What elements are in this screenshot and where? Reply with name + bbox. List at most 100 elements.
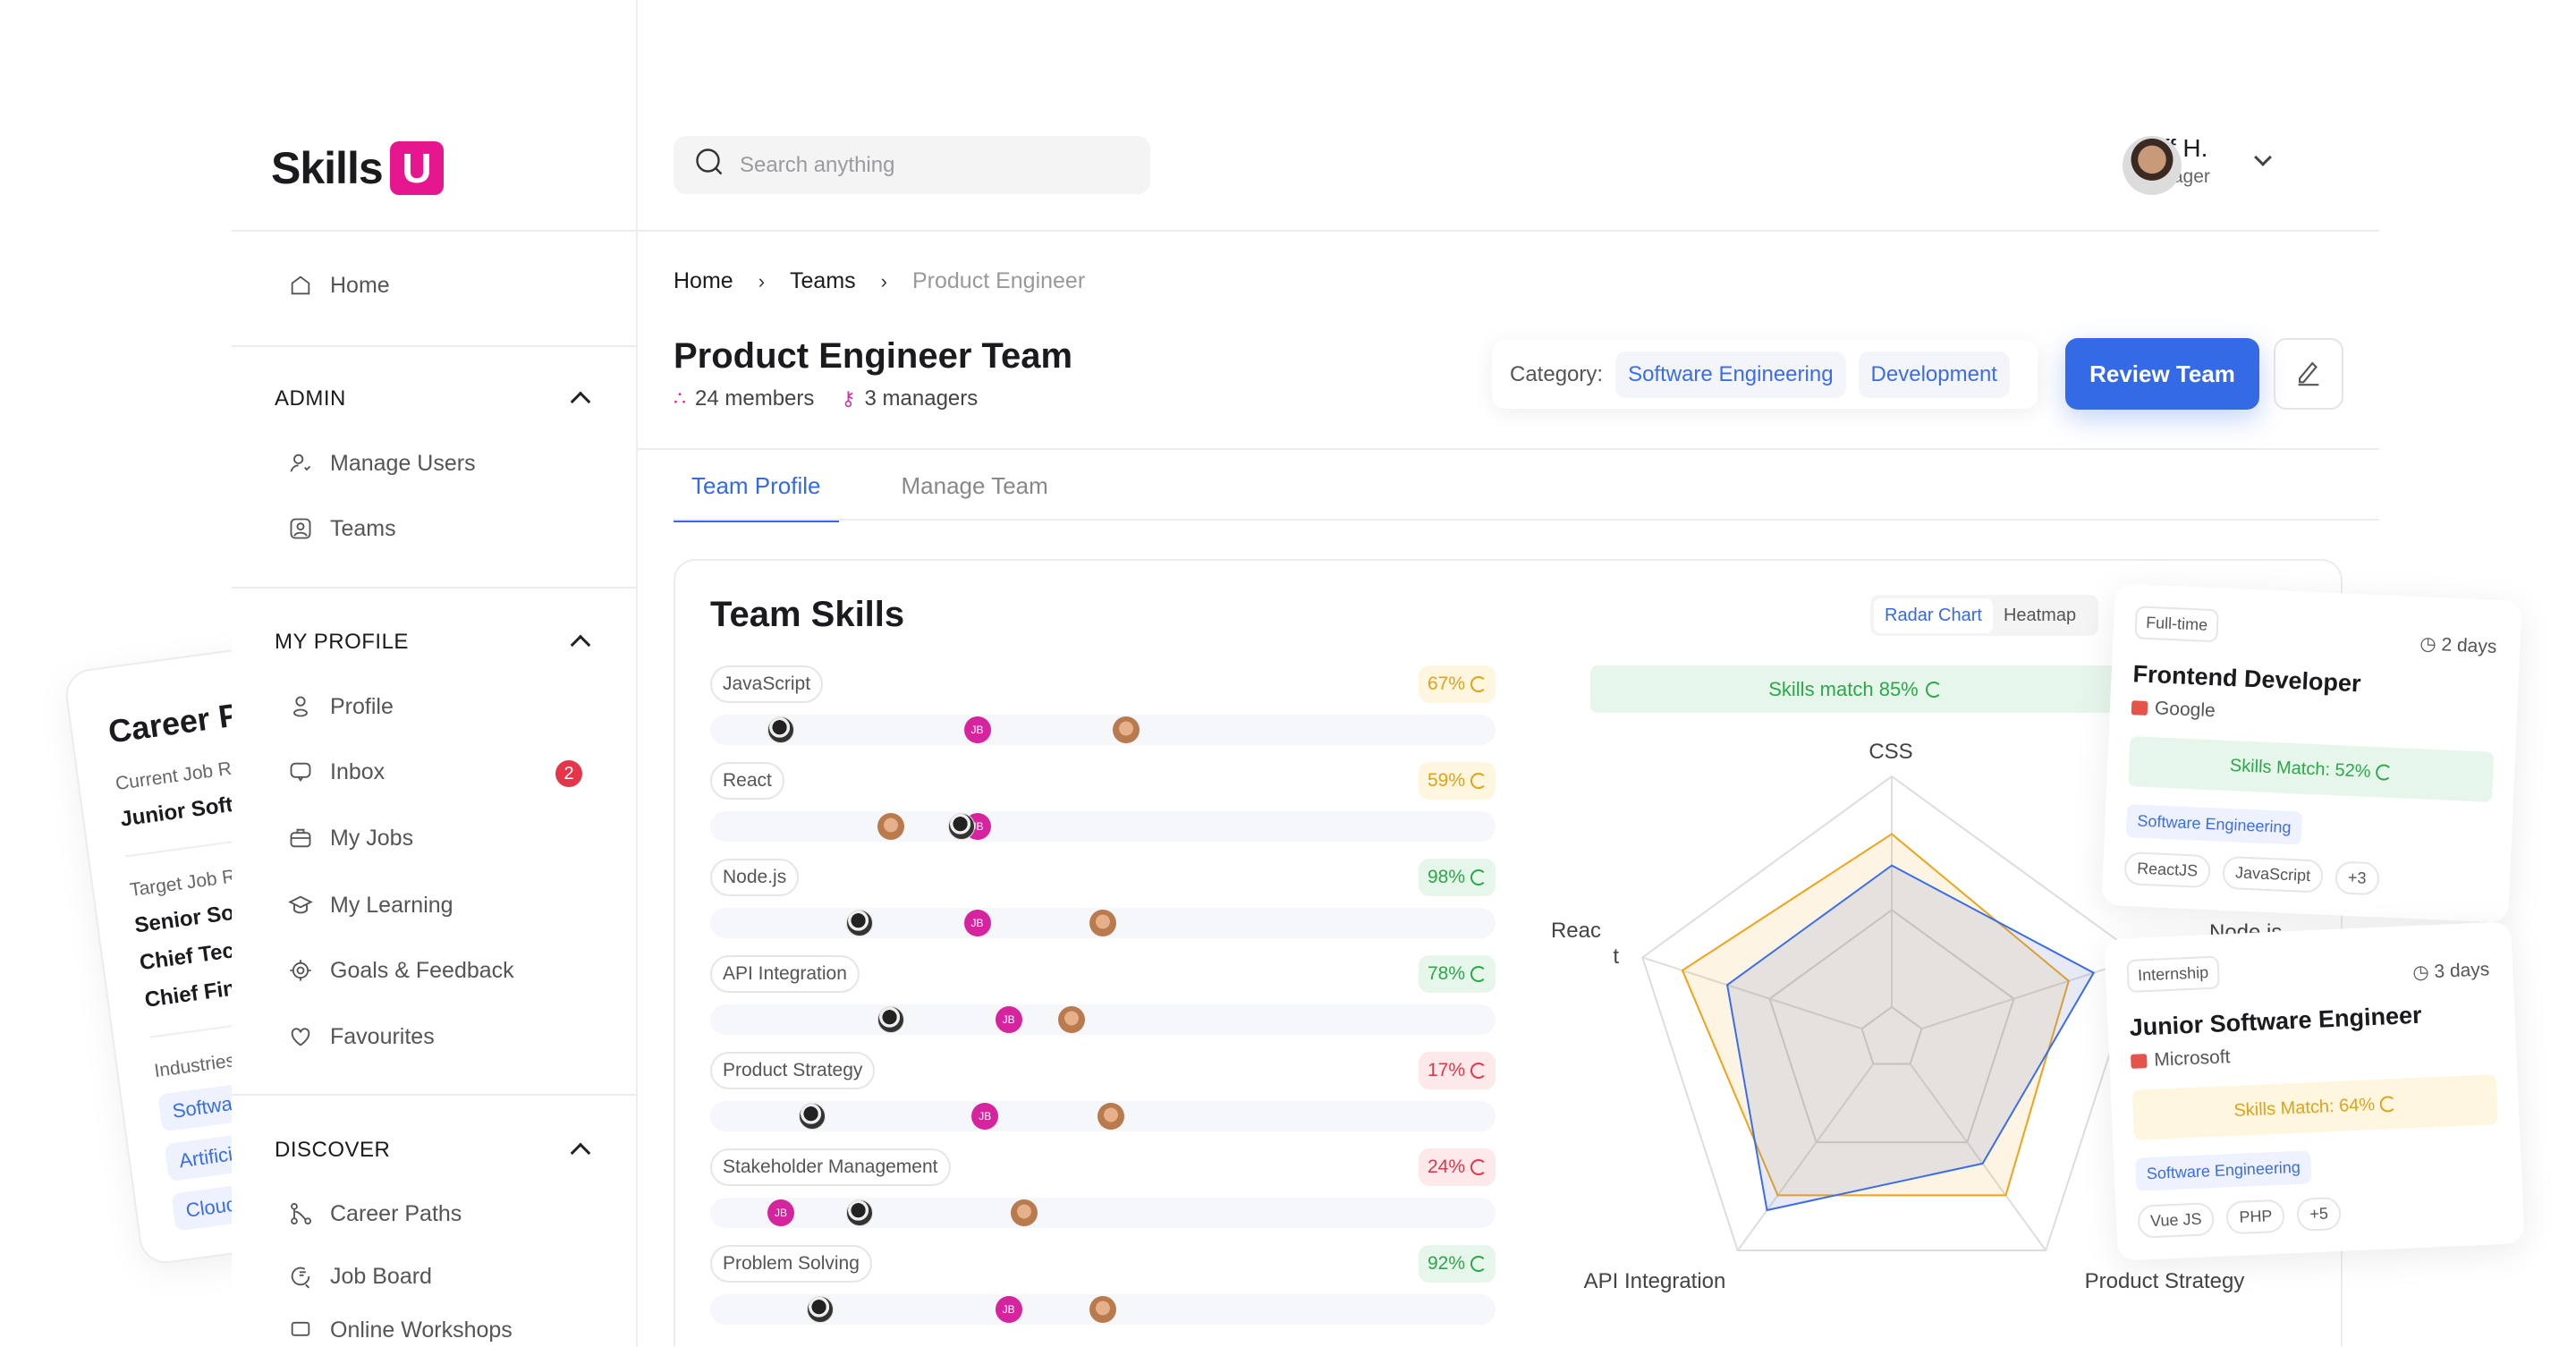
member-avatar[interactable] (799, 1103, 826, 1130)
section-my-profile[interactable]: MY PROFILE (275, 630, 409, 654)
radar-outer-ring (1641, 775, 2142, 1252)
toggle-heatmap[interactable]: Heatmap (2003, 605, 2077, 625)
search-input[interactable]: Search anything (674, 136, 1150, 194)
user-menu[interactable]: Jeff H.Manager (2123, 134, 2272, 195)
member-avatar[interactable] (1089, 910, 1116, 936)
section-admin[interactable]: ADMIN (275, 386, 346, 411)
skill-name[interactable]: API Integration (710, 955, 860, 993)
team-skills-title: Team Skills (710, 595, 905, 634)
sidebar-item-goals-feedback[interactable]: Goals & Feedback (287, 957, 514, 984)
radar-axis-label: API Integration (1584, 1269, 1726, 1293)
avatar (2123, 136, 2182, 195)
breadcrumb-home[interactable]: Home (674, 268, 733, 293)
chevron-down-icon[interactable] (2253, 148, 2272, 166)
chevron-up-icon[interactable] (570, 1142, 591, 1164)
member-avatar[interactable] (767, 716, 795, 743)
company-name: Google (2154, 698, 2216, 722)
divider (232, 345, 636, 347)
member-avatar[interactable] (1097, 1103, 1124, 1130)
progress-ring-icon (1470, 869, 1487, 885)
sidebar-item-career-paths[interactable]: Career Paths (287, 1200, 462, 1227)
skill-percent: 17% (1427, 1060, 1465, 1080)
skill-name[interactable]: React (710, 762, 784, 800)
manager-count: 3 managers (864, 386, 979, 411)
sidebar-item-home[interactable]: Home (287, 272, 390, 299)
breadcrumb-teams[interactable]: Teams (790, 268, 856, 293)
progress-ring-icon (1925, 681, 1942, 698)
skill-percent: 67% (1427, 674, 1465, 694)
clock-icon: ◷ (2411, 962, 2435, 984)
category-chip[interactable]: Software Engineering (1615, 351, 1846, 398)
member-avatar[interactable]: JB (767, 1199, 795, 1226)
skill-name[interactable]: Node.js (710, 859, 800, 896)
key-icon: ⚷ (841, 387, 856, 410)
skill-name[interactable]: Product Strategy (710, 1052, 876, 1089)
member-avatar[interactable]: JB (971, 1103, 999, 1130)
member-avatar[interactable] (877, 813, 904, 840)
job-age-text: 3 days (2433, 959, 2490, 983)
skill-name[interactable]: Stakeholder Management (710, 1148, 951, 1186)
sidebar-item-label: Profile (330, 693, 394, 719)
member-avatar[interactable] (845, 910, 873, 936)
section-discover[interactable]: DISCOVER (275, 1138, 391, 1162)
sidebar-item-my-jobs[interactable]: My Jobs (287, 825, 413, 851)
tab-manage-team[interactable]: Manage Team (901, 472, 1048, 499)
sidebar-item-favourites[interactable]: Favourites (287, 1023, 435, 1050)
member-avatar[interactable]: JB (963, 910, 991, 936)
sidebar-item-my-learning[interactable]: My Learning (287, 892, 453, 919)
skill-percent-badge: 78% (1418, 955, 1496, 993)
logo[interactable]: Skills U (271, 141, 444, 195)
logo-text: Skills (271, 143, 384, 193)
sidebar-item-label: Job Board (330, 1263, 432, 1289)
search-placeholder: Search anything (740, 152, 895, 177)
sidebar-item-online-workshops[interactable]: Online Workshops (287, 1317, 513, 1343)
member-avatar[interactable]: JB (995, 1296, 1022, 1323)
member-avatar[interactable] (1057, 1006, 1085, 1033)
member-avatar[interactable]: JB (995, 1006, 1022, 1033)
skills-match-bar: Skills match 85% (1590, 665, 2120, 713)
user-icon (287, 693, 314, 720)
job-card[interactable]: Full-time ◷ 2 days Frontend Developer Go… (2101, 583, 2522, 923)
target-icon (287, 957, 314, 984)
job-card[interactable]: Internship ◷ 3 days Junior Software Engi… (2104, 921, 2525, 1261)
skill-tag: JavaScript (2222, 855, 2324, 894)
tab-team-profile[interactable]: Team Profile (674, 465, 839, 522)
progress-ring-icon (1470, 773, 1487, 789)
toggle-radar-chart[interactable]: Radar Chart (1874, 597, 1993, 633)
sidebar-item-manage-users[interactable]: Manage Users (287, 450, 476, 477)
skill-name[interactable]: JavaScript (710, 665, 824, 703)
skill-name[interactable]: Problem Solving (710, 1245, 872, 1283)
sidebar-item-teams[interactable]: Teams (287, 515, 396, 542)
progress-ring-icon (1470, 676, 1487, 692)
member-avatar[interactable] (1089, 1296, 1116, 1323)
skill-row: API Integration 78% JB (710, 955, 1496, 1052)
chevron-up-icon[interactable] (570, 391, 591, 412)
skill-row: Product Strategy 17% JB (710, 1052, 1496, 1148)
sidebar-item-inbox[interactable]: Inbox (287, 758, 385, 785)
sidebar-item-label: Inbox (330, 758, 386, 784)
more-tags[interactable]: +5 (2296, 1196, 2342, 1232)
member-avatar[interactable] (1113, 716, 1140, 743)
chevron-right-icon: › (880, 269, 887, 292)
skill-percent: 98% (1427, 867, 1465, 887)
edit-button[interactable] (2274, 338, 2343, 410)
sidebar-item-profile[interactable]: Profile (287, 693, 394, 720)
member-avatar[interactable]: JB (963, 716, 991, 743)
skill-percent-badge: 92% (1418, 1245, 1496, 1283)
divider (232, 587, 636, 589)
member-avatar[interactable] (806, 1296, 834, 1323)
chevron-up-icon[interactable] (570, 634, 591, 656)
member-avatar[interactable] (1011, 1199, 1038, 1226)
member-avatar[interactable] (947, 813, 975, 840)
member-avatar[interactable] (877, 1006, 904, 1033)
company-name: Microsoft (2153, 1046, 2231, 1071)
review-team-button[interactable]: Review Team (2065, 338, 2259, 410)
sidebar-item-job-board[interactable]: Job Board (287, 1263, 432, 1290)
skill-tag: Vue JS (2137, 1202, 2216, 1239)
category-chip[interactable]: Development (1858, 351, 2010, 398)
member-avatar[interactable] (845, 1199, 873, 1226)
more-tags[interactable]: +3 (2334, 860, 2380, 896)
sidebar-item-label: Teams (330, 515, 396, 541)
sidebar-item-label: Home (330, 272, 390, 298)
